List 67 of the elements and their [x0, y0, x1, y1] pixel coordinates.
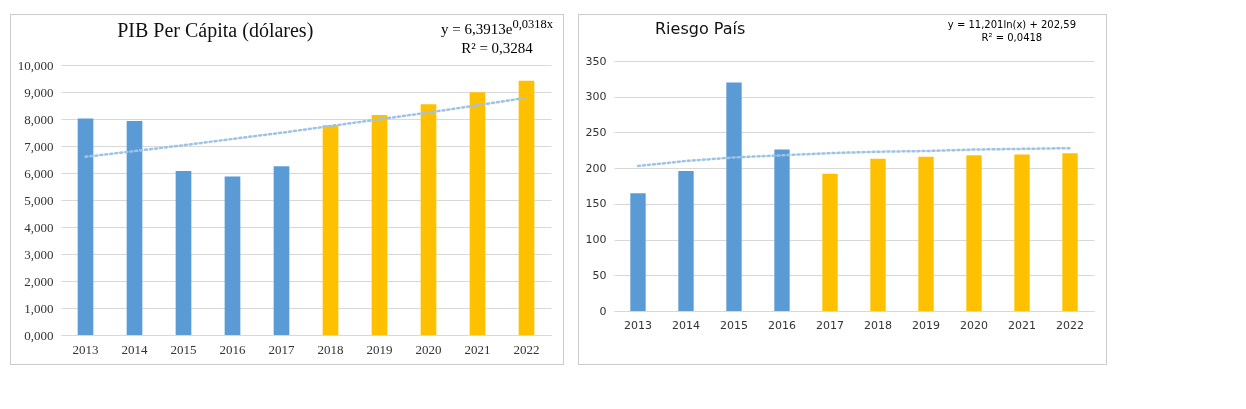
y-tick-label: 200: [585, 161, 607, 175]
bar: [726, 82, 742, 311]
bar: [77, 118, 94, 335]
bar: [371, 114, 388, 335]
y-tick-label: 5,000: [24, 192, 54, 208]
x-tick-label: 2022: [513, 341, 540, 357]
bar: [1014, 154, 1030, 311]
y-tick-label: 0: [599, 304, 607, 318]
text: y = 6,3913e$^{0,0318x}$: [441, 17, 553, 39]
bar: [822, 173, 838, 311]
bar: [918, 156, 934, 311]
y-tick-label: 8,000: [24, 111, 54, 127]
bar: [1062, 153, 1078, 311]
bar: [630, 193, 646, 311]
x-tick-label: 2022: [1056, 318, 1084, 332]
y-tick-label: 10,000: [17, 57, 54, 73]
y-tick-label: 6,000: [24, 165, 54, 181]
x-tick-label: 2013: [624, 318, 652, 332]
x-tick-label: 2016: [768, 318, 796, 332]
bar: [966, 155, 982, 311]
x-tick-label: 2015: [720, 318, 748, 332]
bar: [224, 176, 241, 335]
x-tick-label: 2019: [912, 318, 940, 332]
y-tick-label: 50: [592, 268, 607, 282]
bar: [678, 171, 694, 311]
chart-title: Riesgo País: [655, 19, 746, 38]
x-tick-label: 2020: [960, 318, 988, 332]
text: y = 11,201ln(x) + 202,59: [947, 19, 1076, 32]
text: R² = 0,0418: [980, 31, 1044, 44]
y-tick-label: 300: [585, 90, 607, 104]
y-tick-label: 100: [585, 233, 607, 247]
x-tick-label: 2020: [415, 341, 442, 357]
y-tick-label: 350: [585, 54, 607, 68]
y-tick-label: 9,000: [24, 84, 54, 100]
x-tick-label: 2013: [72, 341, 99, 357]
x-tick-label: 2019: [366, 341, 393, 357]
y-tick-label: 3,000: [24, 246, 54, 262]
x-tick-label: 2014: [121, 341, 148, 357]
x-tick-label: 2017: [268, 341, 295, 357]
bar: [322, 125, 339, 335]
y-tick-label: 150: [585, 197, 607, 211]
x-tick-label: 2018: [864, 318, 892, 332]
bar: [469, 92, 486, 335]
x-tick-label: 2017: [816, 318, 844, 332]
text: R² = 0,3284: [460, 38, 534, 58]
y-tick-label: 1,000: [24, 300, 54, 316]
bar: [420, 104, 437, 335]
bar: [273, 166, 290, 335]
y-tick-label: 2,000: [24, 273, 54, 289]
bar: [518, 80, 535, 335]
x-tick-label: 2021: [1008, 318, 1036, 332]
x-tick-label: 2016: [219, 341, 246, 357]
chart-title: PIB Per Cápita (dólares): [117, 19, 314, 42]
bar: [175, 171, 192, 335]
line-series: [84, 96, 528, 159]
bar: [774, 149, 790, 311]
line-series: [636, 146, 1072, 168]
x-tick-label: 2021: [464, 341, 491, 357]
y-tick-label: 7,000: [24, 138, 54, 154]
bar: [870, 158, 886, 311]
bar: [126, 120, 143, 335]
x-tick-label: 2014: [672, 318, 700, 332]
y-tick-label: 0,000: [24, 327, 54, 343]
x-tick-label: 2015: [170, 341, 197, 357]
y-tick-label: 4,000: [24, 219, 54, 235]
x-tick-label: 2018: [317, 341, 344, 357]
y-tick-label: 250: [585, 125, 607, 139]
